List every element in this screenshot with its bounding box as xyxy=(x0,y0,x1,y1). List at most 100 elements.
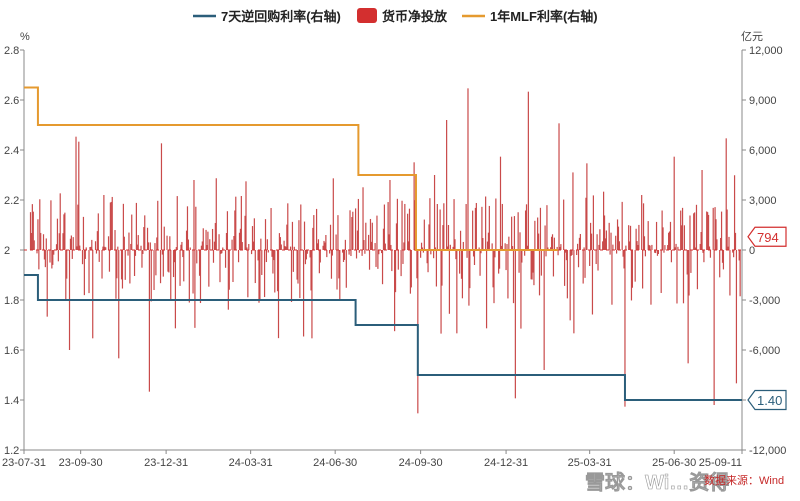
net-injection-bar xyxy=(394,250,397,293)
net-injection-bar xyxy=(172,250,175,278)
right-tick-label: 12,000 xyxy=(749,45,783,57)
left-tick-label: 1.4 xyxy=(4,395,19,407)
net-injection-bar xyxy=(469,250,471,289)
callout-net-injection-box xyxy=(747,226,787,247)
net-injection-bar xyxy=(433,250,435,259)
net-injection-bar xyxy=(302,250,305,337)
net-injection-bar xyxy=(32,211,34,250)
net-injection-bar xyxy=(454,239,456,250)
net-injection-bar xyxy=(207,231,209,250)
net-injection-bar xyxy=(329,224,332,250)
net-injection-bar xyxy=(43,250,46,260)
net-injection-bar xyxy=(629,241,631,250)
net-injection-bar xyxy=(459,250,461,274)
source-note: 数据来源：Wind xyxy=(704,473,784,487)
net-injection-bar xyxy=(603,191,605,250)
net-injection-bar xyxy=(149,242,151,250)
net-injection-bar xyxy=(370,241,372,250)
net-injection-bar xyxy=(507,250,509,299)
net-injection-bar xyxy=(208,250,210,287)
net-injection-bar xyxy=(330,250,333,279)
net-injection-bar xyxy=(155,250,157,276)
net-injection-bar xyxy=(250,250,253,255)
net-injection-bar xyxy=(565,250,568,261)
net-injection-bar xyxy=(651,244,653,250)
left-tick-label: 1.8 xyxy=(4,295,19,307)
net-injection-bar xyxy=(589,222,592,250)
net-injection-bar xyxy=(670,250,673,263)
callout-reverse-repo: 1.40 xyxy=(747,389,787,411)
net-injection-bar xyxy=(92,250,94,339)
net-injection-bar xyxy=(603,215,606,250)
net-injection-bar xyxy=(475,202,477,250)
net-injection-bar xyxy=(707,214,710,250)
net-injection-bar xyxy=(720,237,722,250)
net-injection-bar xyxy=(325,235,327,250)
net-injection-bar xyxy=(238,232,241,250)
net-injection-bar xyxy=(240,195,242,250)
net-injection-bar xyxy=(364,250,366,254)
net-injection-bar xyxy=(311,250,313,339)
net-injection-bar xyxy=(404,203,406,250)
net-injection-bar xyxy=(306,250,308,254)
net-injection-bar xyxy=(686,250,688,275)
net-injection-bar xyxy=(494,250,496,258)
net-injection-bar xyxy=(609,250,611,255)
net-injection-bar xyxy=(453,199,455,250)
net-injection-bar xyxy=(326,250,328,258)
net-injection-bar xyxy=(563,250,566,286)
net-injection-bar xyxy=(440,250,442,334)
net-injection-bar xyxy=(695,204,698,250)
net-injection-bar xyxy=(669,221,672,250)
net-injection-bar xyxy=(71,250,73,259)
net-injection-bar xyxy=(539,207,542,250)
net-injection-bar xyxy=(486,241,489,250)
net-injection-bar xyxy=(343,250,346,260)
net-injection-bar xyxy=(205,229,207,250)
net-injection-bar xyxy=(410,250,412,288)
net-injection-bar xyxy=(584,250,586,278)
x-tick-label: 23-12-31 xyxy=(144,457,188,469)
net-injection-bar xyxy=(355,250,358,259)
net-injection-bar xyxy=(42,234,45,250)
right-tick-label: 3,000 xyxy=(749,195,777,207)
net-injection-bar xyxy=(211,228,214,250)
net-injection-bar xyxy=(546,205,548,250)
net-injection-bar xyxy=(570,250,572,256)
callout-reverse-repo-value: 1.40 xyxy=(757,393,782,408)
net-injection-bar xyxy=(245,181,247,250)
net-injection-bar xyxy=(506,244,508,250)
net-injection-bar xyxy=(657,250,660,254)
net-injection-bar xyxy=(241,242,243,250)
net-injection-bar xyxy=(218,234,220,250)
net-injection-bar xyxy=(518,250,520,273)
net-injection-bar xyxy=(583,247,585,250)
net-injection-bar xyxy=(81,250,84,265)
net-injection-bar xyxy=(338,250,340,279)
net-injection-bar xyxy=(124,250,126,280)
net-injection-bar xyxy=(312,227,314,250)
net-injection-bar xyxy=(729,250,731,296)
net-injection-bar xyxy=(390,244,392,250)
net-injection-bar xyxy=(323,240,325,250)
net-injection-bar xyxy=(221,250,223,254)
net-injection-bar xyxy=(284,246,286,250)
net-injection-bar xyxy=(313,215,315,250)
net-injection-bar xyxy=(492,250,494,288)
x-tick-label: 24-03-31 xyxy=(229,457,273,469)
net-injection-bar xyxy=(436,204,438,250)
net-injection-bar xyxy=(283,240,285,250)
net-injection-bar xyxy=(563,199,565,250)
reverse-repo-rate-line xyxy=(24,274,742,401)
net-injection-bar xyxy=(667,245,669,250)
net-injection-bar xyxy=(108,250,111,272)
net-injection-bar xyxy=(98,250,100,262)
net-injection-bar xyxy=(721,250,724,263)
net-injection-bar xyxy=(318,250,320,274)
net-injection-bar xyxy=(467,88,469,250)
net-injection-bar xyxy=(420,242,423,250)
net-injection-bar xyxy=(154,243,156,250)
net-injection-bar xyxy=(304,250,307,265)
net-injection-bar xyxy=(550,247,552,250)
net-injection-bar xyxy=(690,250,692,273)
